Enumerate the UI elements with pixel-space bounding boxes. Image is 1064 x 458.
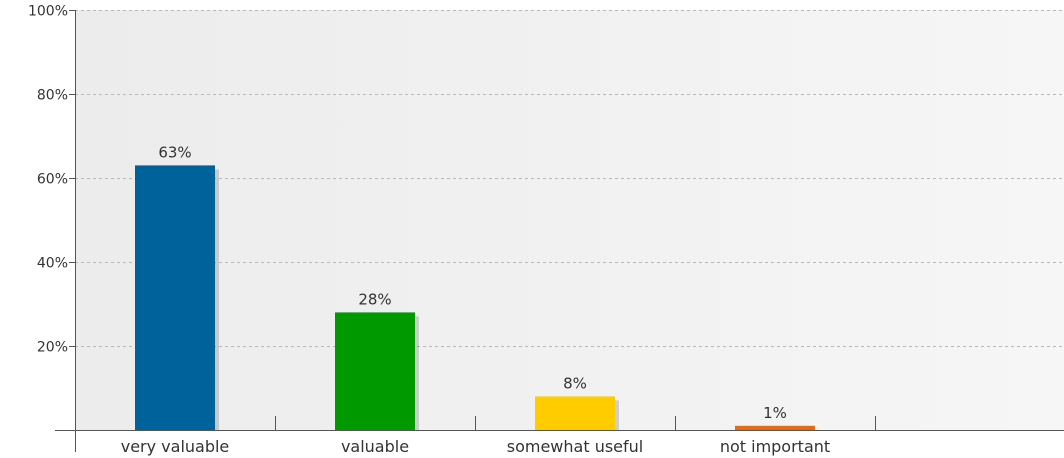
y-tick-label: 80% xyxy=(37,88,68,104)
x-tick-label: very valuable xyxy=(121,437,230,456)
bar xyxy=(735,425,815,430)
data-label: 1% xyxy=(763,404,787,422)
axes xyxy=(55,10,1064,452)
bars xyxy=(135,165,815,430)
x-tick-label: valuable xyxy=(341,437,409,456)
gridlines xyxy=(75,10,1064,347)
data-label: 63% xyxy=(158,143,191,161)
bar xyxy=(135,165,215,430)
data-label: 28% xyxy=(358,290,391,308)
y-tick-label: 40% xyxy=(37,256,68,272)
y-tick-label: 100% xyxy=(28,4,68,20)
y-tick-label: 20% xyxy=(37,340,68,356)
labels: 20% 40% 60% 80% 100% 63% very valuable 28% valua… xyxy=(28,4,830,457)
bar xyxy=(335,312,415,430)
x-tick-label: not important xyxy=(720,437,830,456)
x-tick-label: somewhat useful xyxy=(507,437,643,456)
y-tick-label: 60% xyxy=(37,172,68,188)
bar xyxy=(535,396,615,430)
data-label: 8% xyxy=(563,374,587,392)
plot-background xyxy=(75,10,1064,430)
